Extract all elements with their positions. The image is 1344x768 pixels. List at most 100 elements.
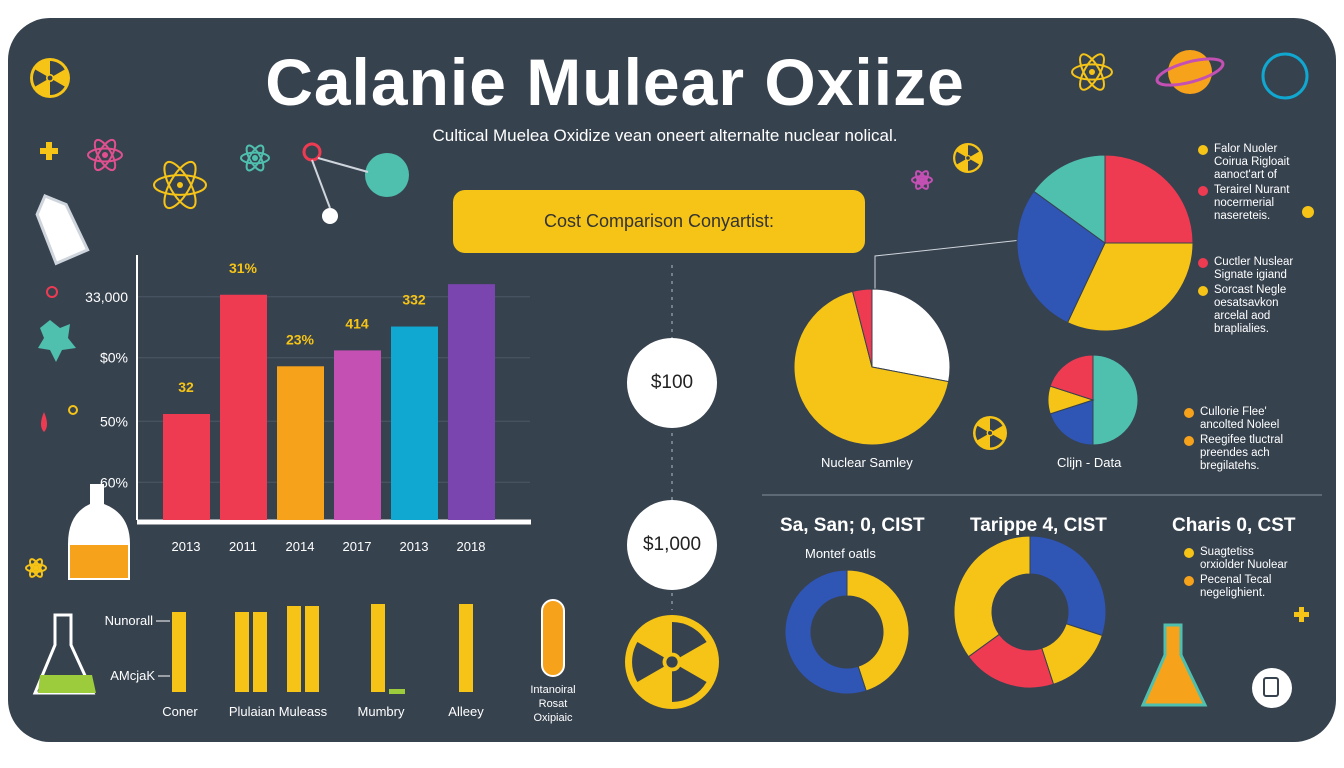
legend-dot-icon: [1198, 286, 1208, 296]
radiation-icon-blade: [955, 151, 966, 165]
legend-item: Reegifee tluctral preendes ach bregilate…: [1184, 434, 1294, 473]
legend-text: Cuctler Nuslear Signate igiand: [1214, 256, 1294, 281]
bottom-bar: [235, 612, 249, 692]
bottom-bar: [305, 606, 319, 692]
legend-bottom: Suagtetiss orxiolder Nuolear Pecenal Teca…: [1184, 546, 1294, 602]
cost-circle-1000: $1,000: [627, 500, 717, 590]
legend-text: Suagtetiss orxiolder Nuolear: [1200, 546, 1288, 571]
radiation-icon-center: [666, 656, 678, 668]
section-subtitle: Montef oatls: [805, 546, 876, 561]
badge-icon: [1252, 668, 1292, 708]
radiation-icon-blade: [50, 80, 65, 95]
atom-icon: [1089, 69, 1095, 75]
plus-icon: [40, 142, 58, 160]
x-tick-label: 2018: [457, 539, 486, 554]
y-tick-label: 33,000: [85, 289, 128, 305]
molecule-node-icon: [322, 208, 338, 224]
atom-icon: [163, 160, 197, 210]
pie-label-data: Clijn - Data: [1057, 455, 1122, 470]
legend-lower: Cullorie Flee' ancolted Noleel Reegifee t…: [1184, 406, 1294, 475]
legend-dot-icon: [1184, 436, 1194, 446]
section-title-2: Tarippe 4, CIST: [970, 515, 1107, 536]
bottom-bar: [371, 604, 385, 692]
atom-icon: [245, 144, 265, 172]
pie-slice: [793, 290, 950, 446]
bottom-x-label-line: Rosat: [539, 698, 568, 710]
legend-text: Reegifee tluctral preendes ach bregilate…: [1200, 434, 1284, 472]
x-tick-label: 2011: [229, 539, 257, 554]
radiation-icon-blade: [968, 159, 980, 171]
atom-icon: [1079, 53, 1105, 91]
section-title-3: Charis 0, CST: [1172, 515, 1296, 536]
pie-slice: [851, 288, 873, 368]
drop-icon: [41, 412, 47, 432]
radiation-icon-blade: [968, 145, 980, 157]
erlenmeyer-flask-icon: [1140, 623, 1208, 707]
radiation-icon-center: [47, 75, 53, 81]
radiation-icon-blade: [33, 69, 47, 87]
bottom-y-label: AMcjaK: [110, 668, 155, 683]
page-title: Calanie Mulear Oxiize: [265, 45, 965, 119]
atom-icon: [33, 565, 39, 571]
plus-icon: [1294, 607, 1309, 622]
bottom-x-label-line: Intanoiral: [530, 684, 575, 696]
bottom-bar: [287, 606, 301, 692]
atom-icon: [29, 558, 43, 578]
bottom-x-label: Plulaian Muleass: [229, 704, 328, 719]
legend-item: Falor Nuoler Coirua Rigloait aanoct'art …: [1198, 143, 1308, 182]
atom-icon: [915, 170, 929, 190]
legend-dot-icon: [1198, 186, 1208, 196]
bar: [448, 284, 495, 520]
legend-item: Terairel Nurant nocermerial nasereteis.: [1198, 184, 1308, 223]
donut-slice: [953, 535, 1031, 658]
page-subtitle: Cultical Muelea Oxidize vean oneert alte…: [432, 126, 898, 145]
atom-icon: [102, 152, 108, 158]
pie-slice: [871, 288, 951, 383]
legend-dot-icon: [1184, 548, 1194, 558]
section-title-1: Sa, San; 0, CIST: [780, 515, 925, 536]
molecule-node-icon: [302, 142, 322, 162]
legend-item: Cullorie Flee' ancolted Noleel: [1184, 406, 1294, 432]
pie-slice: [1049, 399, 1094, 446]
globe-icon: [365, 153, 409, 197]
gear-icon: [38, 320, 76, 362]
legend-item: Pecenal Tecal negelighient.: [1184, 574, 1294, 600]
flask-liquid: [38, 675, 96, 693]
flask-icon: [35, 194, 90, 266]
donut-slice: [846, 569, 910, 692]
bottom-bar: [253, 612, 267, 692]
legend-dot-icon: [1184, 576, 1194, 586]
radiation-icon-center: [987, 430, 993, 436]
radiation-icon-center: [966, 156, 970, 160]
cost-comparison-banner: Cost Comparison Conyartist:: [453, 190, 865, 253]
bar: [391, 326, 438, 520]
x-tick-label: 2013: [172, 539, 201, 554]
bar-data-label: 23%: [286, 331, 315, 347]
legend-text: Sorcast Negle oesatsavkon arcelal aod br…: [1214, 284, 1287, 335]
bar: [220, 294, 267, 520]
bottom-bar: [172, 612, 186, 692]
atom-icon: [153, 174, 207, 196]
pie-slice: [1092, 354, 1139, 446]
radiation-icon-blade: [50, 61, 65, 76]
bottom-x-label: Coner: [162, 704, 198, 719]
x-tick-label: 2013: [400, 539, 429, 554]
legend-item: Suagtetiss orxiolder Nuolear: [1184, 546, 1294, 572]
ring-icon: [46, 286, 58, 298]
legend-item: Sorcast Negle oesatsavkon arcelal aod br…: [1198, 284, 1308, 336]
bar-data-label: 332: [402, 292, 426, 308]
atom-icon: [919, 177, 925, 183]
bar: [277, 366, 324, 520]
atom-icon: [245, 144, 265, 172]
radiation-icon-blade: [632, 642, 664, 682]
legend-dot-icon: [1198, 258, 1208, 268]
bar-data-label: 31%: [229, 260, 258, 276]
atom-icon: [240, 151, 270, 165]
bar-data-label: 414: [345, 315, 369, 331]
legend-text: Falor Nuoler Coirua Rigloait aanoct'art …: [1214, 143, 1290, 181]
y-tick-label: $0%: [100, 350, 128, 366]
atom-icon: [93, 138, 117, 172]
atom-icon: [29, 558, 43, 578]
pie-slice: [1104, 154, 1194, 244]
radiation-icon-blade: [990, 418, 1003, 432]
